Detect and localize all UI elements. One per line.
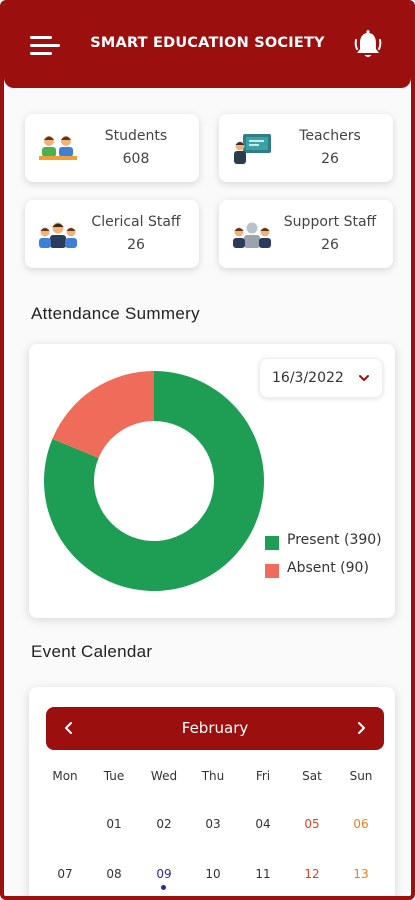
legend-item-present: Present (390) bbox=[265, 532, 391, 560]
bell-icon[interactable] bbox=[351, 28, 385, 62]
today-indicator-dot bbox=[161, 885, 166, 890]
calendar-day[interactable]: 11 bbox=[255, 867, 271, 881]
calendar-day[interactable]: 02 bbox=[156, 817, 172, 831]
stat-value: 26 bbox=[127, 237, 145, 253]
clerical-staff-icon bbox=[37, 218, 79, 252]
support-staff-icon bbox=[231, 218, 273, 252]
clerical-staff-card[interactable]: Clerical Staff 26 bbox=[25, 200, 199, 268]
weekday-sat: Sat bbox=[302, 769, 322, 783]
attendance-card: 16/3/2022 Present (390) Absent (90) bbox=[29, 344, 395, 618]
attendance-donut-chart bbox=[44, 371, 265, 591]
teachers-card[interactable]: Teachers 26 bbox=[219, 114, 393, 182]
stat-label: Clerical Staff bbox=[91, 214, 181, 230]
donut-slice-present bbox=[44, 371, 265, 591]
app-title: SMART EDUCATION SOCIETY bbox=[90, 35, 325, 51]
students-icon bbox=[37, 132, 79, 166]
weekday-thu: Thu bbox=[201, 769, 225, 783]
calendar-day[interactable]: 05 bbox=[304, 817, 320, 831]
calendar-day[interactable]: 03 bbox=[205, 817, 221, 831]
legend-item-absent: Absent (90) bbox=[265, 560, 391, 588]
weekday-wed: Wed bbox=[150, 769, 178, 783]
stat-label: Teachers bbox=[299, 128, 361, 144]
weekday-sun: Sun bbox=[349, 769, 373, 783]
stat-label: Students bbox=[104, 128, 168, 144]
calendar-day[interactable]: 01 bbox=[106, 817, 122, 831]
calendar-day[interactable]: 04 bbox=[255, 817, 271, 831]
calendar-day[interactable]: 08 bbox=[106, 867, 122, 881]
weekday-mon: Mon bbox=[52, 769, 78, 783]
date-select-value: 16/3/2022 bbox=[272, 370, 344, 386]
donut-slice-absent bbox=[52, 371, 154, 459]
chevron-right-icon[interactable] bbox=[352, 719, 370, 737]
attendance-title: Attendance Summery bbox=[31, 304, 200, 323]
legend-swatch bbox=[265, 564, 279, 578]
app-bar: SMART EDUCATION SOCIETY bbox=[4, 4, 411, 88]
stat-value: 608 bbox=[122, 151, 150, 167]
legend-label: Present (390) bbox=[287, 532, 382, 548]
hamburger-menu-icon[interactable] bbox=[30, 36, 60, 56]
weekday-fri: Fri bbox=[255, 769, 271, 783]
weekday-tue: Tue bbox=[103, 769, 125, 783]
calendar-day[interactable]: 06 bbox=[353, 817, 369, 831]
event-calendar-title: Event Calendar bbox=[31, 642, 153, 661]
legend-label: Absent (90) bbox=[287, 560, 369, 576]
chevron-left-icon[interactable] bbox=[60, 719, 78, 737]
calendar-day[interactable]: 13 bbox=[353, 867, 369, 881]
calendar-month: February bbox=[181, 719, 249, 737]
teacher-board-icon bbox=[231, 132, 273, 166]
calendar-header: February bbox=[46, 707, 384, 750]
calendar-day[interactable]: 09 bbox=[144, 867, 184, 890]
calendar-day[interactable]: 12 bbox=[304, 867, 320, 881]
students-card[interactable]: Students 608 bbox=[25, 114, 199, 182]
support-staff-card[interactable]: Support Staff 26 bbox=[219, 200, 393, 268]
stat-label: Support Staff bbox=[283, 214, 377, 230]
chart-legend: Present (390) Absent (90) bbox=[265, 532, 391, 588]
calendar-day[interactable]: 10 bbox=[205, 867, 221, 881]
date-select[interactable]: 16/3/2022 bbox=[259, 358, 383, 398]
stat-value: 26 bbox=[321, 151, 339, 167]
chevron-down-icon bbox=[359, 375, 369, 381]
stat-value: 26 bbox=[321, 237, 339, 253]
legend-swatch bbox=[265, 536, 279, 550]
calendar-card: February Mon Tue Wed Thu Fri Sat Sun 01 02 03 04 05… bbox=[29, 687, 395, 896]
calendar-day[interactable]: 07 bbox=[57, 867, 73, 881]
